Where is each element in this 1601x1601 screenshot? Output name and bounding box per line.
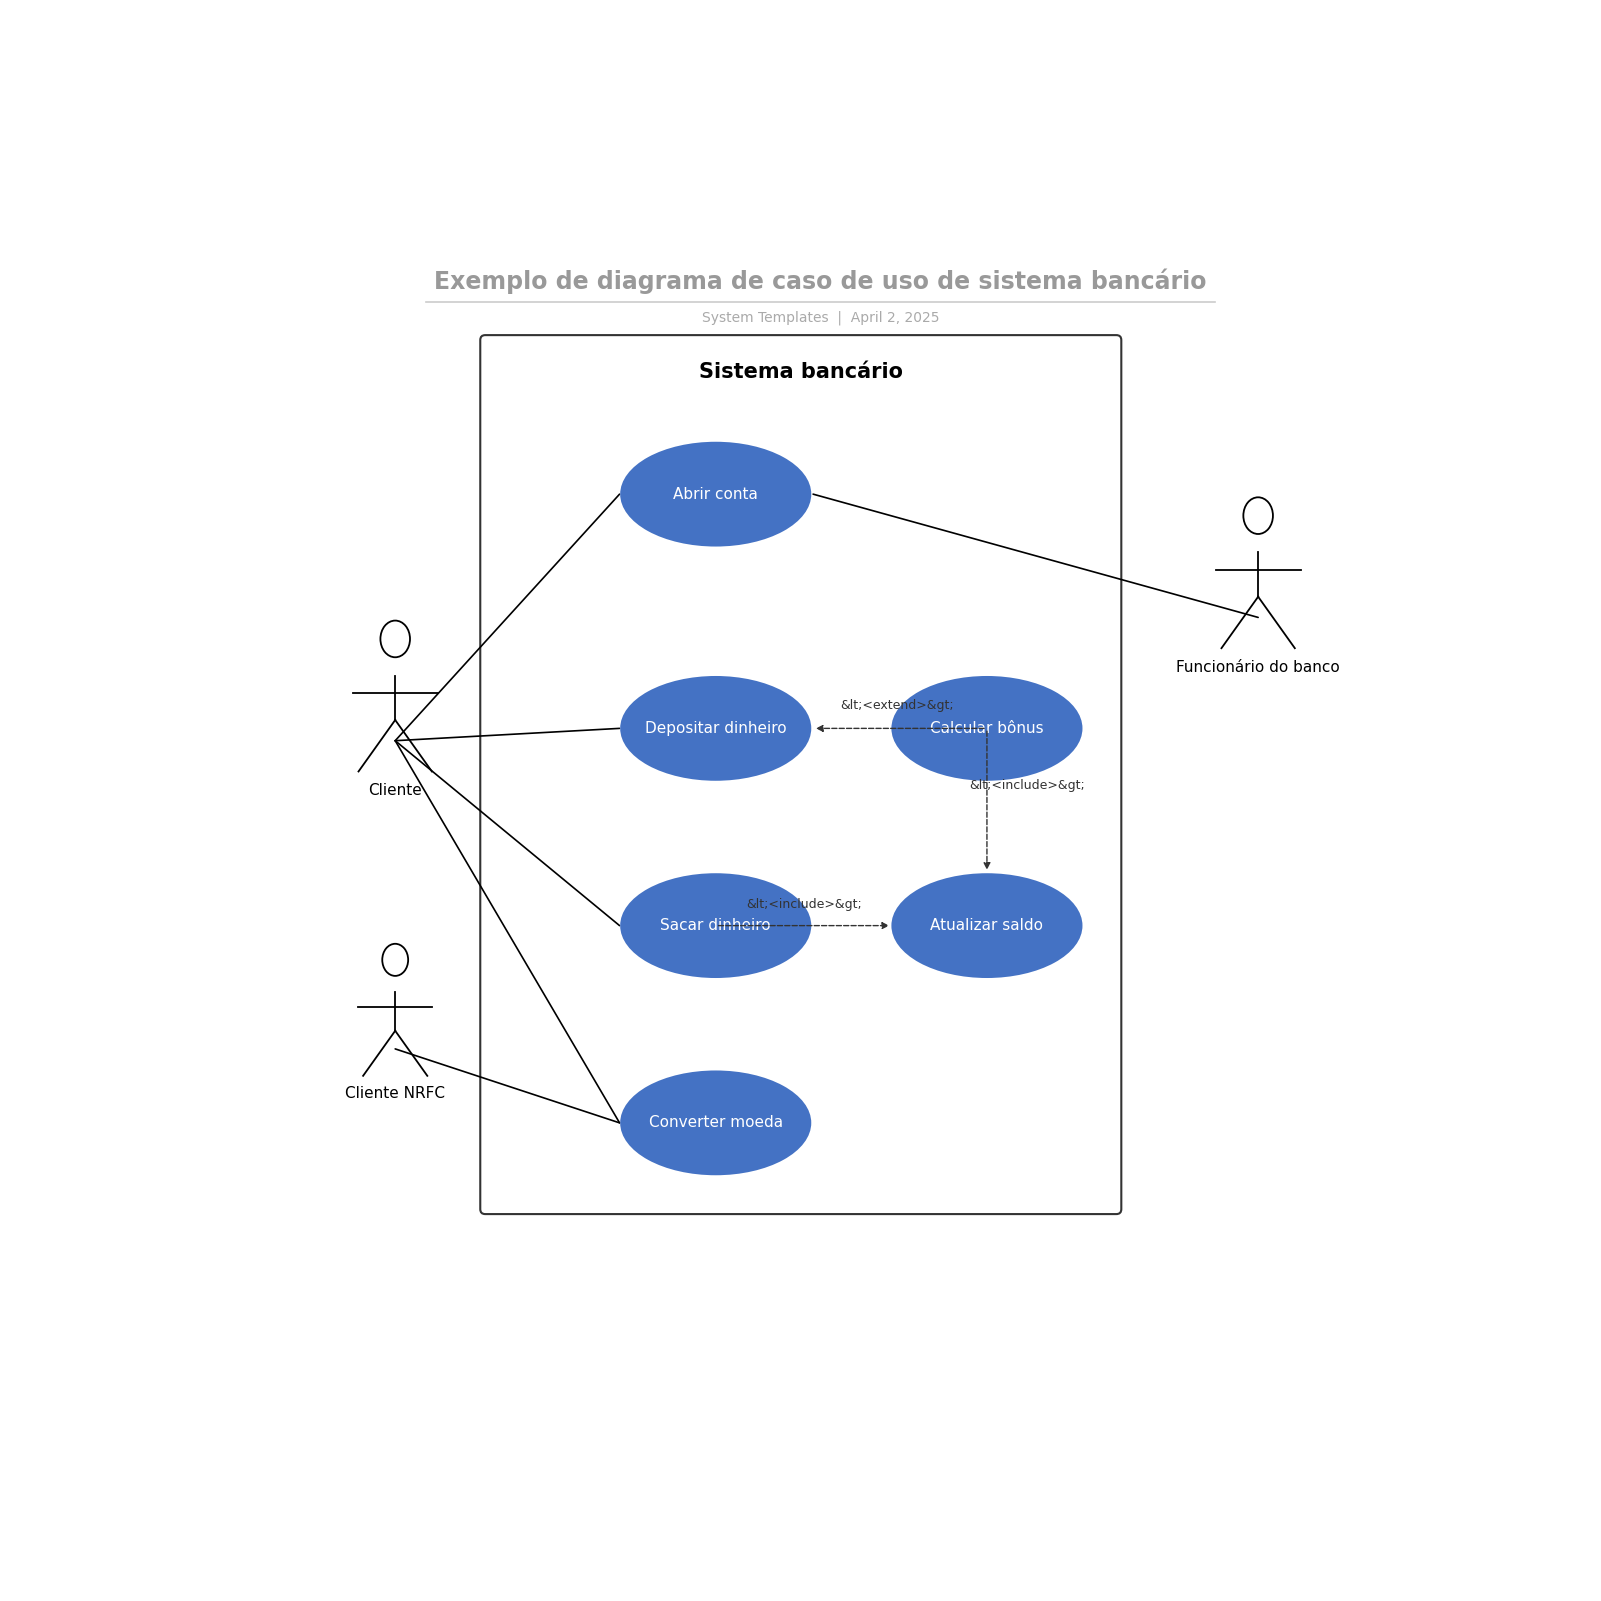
Text: Abrir conta: Abrir conta xyxy=(674,487,759,501)
Text: Sacar dinheiro: Sacar dinheiro xyxy=(661,917,772,933)
Text: Atualizar saldo: Atualizar saldo xyxy=(930,917,1044,933)
Ellipse shape xyxy=(892,676,1082,781)
Ellipse shape xyxy=(892,873,1082,978)
Text: Funcionário do banco: Funcionário do banco xyxy=(1177,660,1340,676)
Ellipse shape xyxy=(620,442,812,546)
Text: Converter moeda: Converter moeda xyxy=(648,1116,783,1130)
Text: &lt;<include>&gt;: &lt;<include>&gt; xyxy=(970,780,1085,792)
Text: &lt;<extend>&gt;: &lt;<extend>&gt; xyxy=(841,700,954,712)
Text: Cliente NRFC: Cliente NRFC xyxy=(346,1085,445,1101)
Text: Calcular bônus: Calcular bônus xyxy=(930,720,1044,736)
Ellipse shape xyxy=(381,621,410,658)
Text: Cliente: Cliente xyxy=(368,783,423,799)
Ellipse shape xyxy=(620,873,812,978)
Ellipse shape xyxy=(383,943,408,977)
Ellipse shape xyxy=(620,1071,812,1175)
Text: System Templates  |  April 2, 2025: System Templates | April 2, 2025 xyxy=(701,311,940,325)
Text: Depositar dinheiro: Depositar dinheiro xyxy=(645,720,786,736)
Text: Exemplo de diagrama de caso de uso de sistema bancário: Exemplo de diagrama de caso de uso de si… xyxy=(434,267,1207,293)
Ellipse shape xyxy=(1244,498,1273,535)
FancyBboxPatch shape xyxy=(480,335,1121,1214)
Text: Sistema bancário: Sistema bancário xyxy=(698,362,903,383)
Ellipse shape xyxy=(620,676,812,781)
Text: &lt;<include>&gt;: &lt;<include>&gt; xyxy=(746,898,863,911)
